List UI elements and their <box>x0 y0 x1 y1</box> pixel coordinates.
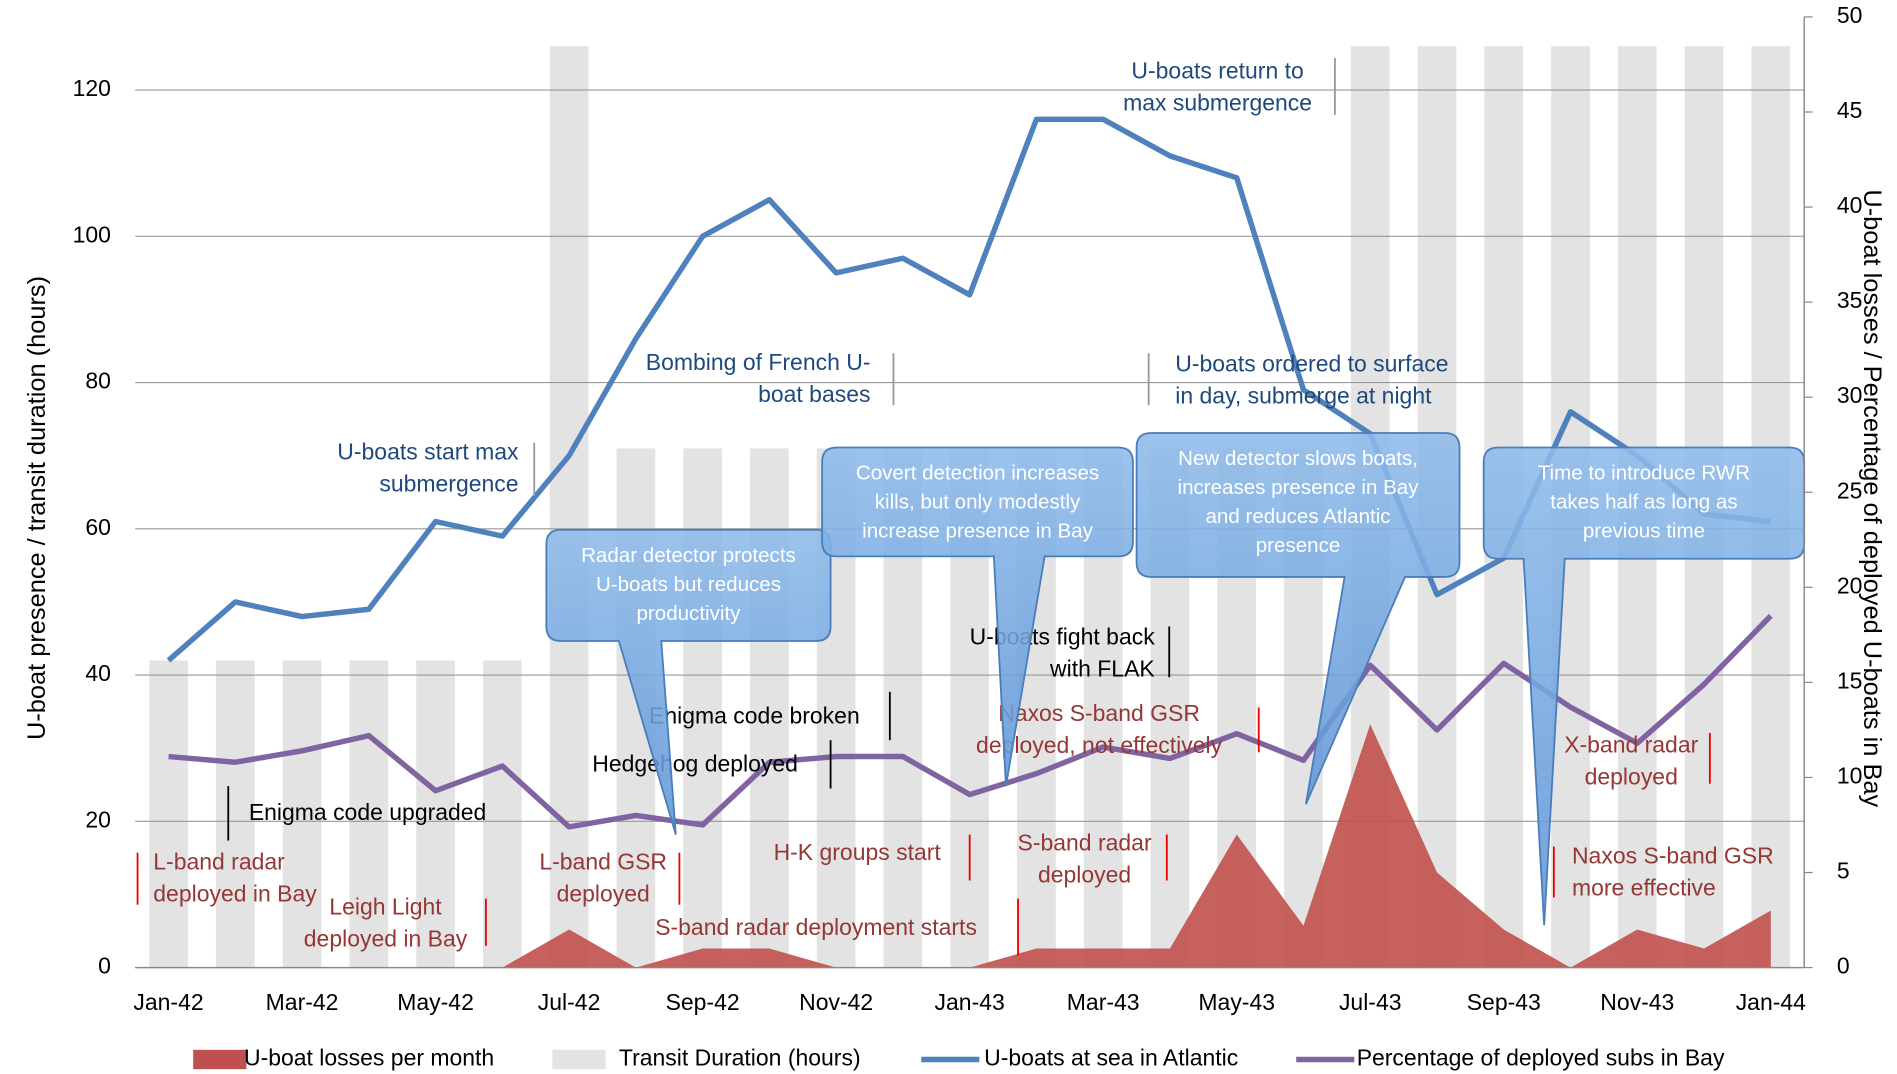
annotation: boat bases <box>758 381 870 407</box>
callout-text: Time to introduce RWR <box>1538 462 1750 485</box>
bar <box>416 660 455 968</box>
area <box>168 724 1771 968</box>
annotation: in day, submerge at night <box>1175 382 1432 408</box>
x-tick-label: Sep-42 <box>666 989 740 1015</box>
x-tick-label: May-43 <box>1198 989 1275 1015</box>
annotation: Bombing of French U- <box>646 349 871 375</box>
legend-label: Transit Duration (hours) <box>619 1045 861 1071</box>
x-tick-label: Mar-43 <box>1067 989 1140 1015</box>
annotation: S-band radar deployment starts <box>655 914 977 940</box>
y-tick-label: 120 <box>73 75 111 101</box>
y2-tick-label: 15 <box>1837 667 1863 693</box>
annotation: submergence <box>379 471 518 497</box>
y2-axis-label: U-boat losses / Percentage of deployed U… <box>1858 189 1886 807</box>
y2-tick-label: 20 <box>1837 572 1863 598</box>
callout-text: U-boats but reduces <box>596 573 781 596</box>
annotation: X-band radar <box>1564 731 1698 757</box>
y2-tick-label: 45 <box>1837 97 1863 123</box>
bar <box>149 660 188 968</box>
annotation: U-boats ordered to surface <box>1175 350 1448 376</box>
y-tick-label: 0 <box>98 953 111 979</box>
annotation: deployed, not effectively <box>976 732 1223 758</box>
annotation: Naxos S-band GSR <box>1572 843 1774 869</box>
callout <box>1135 432 1461 805</box>
x-tick-label: Jan-44 <box>1736 989 1806 1015</box>
line <box>168 613 1773 830</box>
x-tick-label: Nov-43 <box>1600 989 1674 1015</box>
callout-text: takes half as long as <box>1550 491 1737 514</box>
bar <box>482 660 522 968</box>
callout-text: previous time <box>1583 520 1705 543</box>
annotation: with FLAK <box>1049 656 1155 682</box>
y-tick-label: 100 <box>73 221 111 247</box>
y2-tick-label: 30 <box>1837 382 1863 408</box>
callout <box>1482 446 1806 926</box>
legend-label: Percentage of deployed subs in Bay <box>1357 1045 1725 1071</box>
y2-tick-label: 50 <box>1837 2 1863 28</box>
annotation: H-K groups start <box>774 839 942 865</box>
annotation: L-band GSR <box>539 849 667 875</box>
x-tick-label: Jan-43 <box>935 989 1005 1015</box>
annotation: Leigh Light <box>329 893 442 919</box>
annotation: L-band radar <box>153 849 285 875</box>
callout <box>821 446 1134 787</box>
x-tick-label: Nov-42 <box>799 989 873 1015</box>
annotation: U-boats start max <box>337 439 519 465</box>
y-tick-label: 20 <box>85 806 111 832</box>
callout-text: presence <box>1256 534 1341 557</box>
annotation: deployed in Bay <box>304 925 468 951</box>
y-tick-label: 40 <box>85 660 111 686</box>
annotation: deployed <box>557 881 650 907</box>
annotation: S-band radar <box>1018 829 1152 855</box>
x-tick-label: Mar-42 <box>266 989 339 1015</box>
y2-tick-label: 10 <box>1837 763 1863 789</box>
callout-text: increases presence in Bay <box>1178 476 1420 499</box>
x-tick-label: Jan-42 <box>133 989 203 1015</box>
annotation: U-boats return to <box>1131 58 1303 84</box>
annotation: Enigma code upgraded <box>249 799 487 825</box>
x-tick-label: Jul-43 <box>1339 989 1402 1015</box>
legend-label: U-boat losses per month <box>244 1045 494 1071</box>
annotation: deployed in Bay <box>153 881 317 907</box>
annotation: Hedgehog deployed <box>592 751 798 777</box>
annotation: deployed <box>1585 763 1678 789</box>
annotation: more effective <box>1572 875 1716 901</box>
annotation: deployed <box>1038 861 1131 887</box>
legend-swatch <box>193 1049 247 1070</box>
x-tick-label: May-42 <box>397 989 474 1015</box>
annotation: Enigma code broken <box>649 702 860 728</box>
annotation: Naxos S-band GSR <box>998 700 1200 726</box>
y2-tick-label: 5 <box>1837 858 1850 884</box>
callout-text: Covert detection increases <box>856 462 1099 485</box>
legend-swatch <box>552 1049 606 1070</box>
y-tick-label: 60 <box>85 514 111 540</box>
x-tick-label: Sep-43 <box>1467 989 1541 1015</box>
x-tick-label: Jul-42 <box>538 989 601 1015</box>
legend-label: U-boats at sea in Atlantic <box>984 1045 1238 1071</box>
y2-tick-label: 40 <box>1837 192 1863 218</box>
y-tick-label: 80 <box>85 368 111 394</box>
y-axis-label: U-boat presence / transit duration (hour… <box>23 276 51 740</box>
callout-text: increase presence in Bay <box>862 520 1093 543</box>
y2-tick-label: 0 <box>1837 953 1850 979</box>
bar <box>215 660 255 968</box>
callout-text: New detector slows boats, <box>1178 447 1418 470</box>
callout-text: kills, but only modestly <box>875 491 1081 514</box>
annotation: max submergence <box>1123 90 1312 116</box>
y2-tick-label: 25 <box>1837 477 1863 503</box>
y2-tick-label: 35 <box>1837 287 1863 313</box>
callout-text: Radar detector protects <box>581 544 796 567</box>
callout-text: productivity <box>637 602 742 625</box>
callout-text: and reduces Atlantic <box>1206 505 1391 528</box>
bar <box>349 660 389 968</box>
bar <box>282 660 322 968</box>
